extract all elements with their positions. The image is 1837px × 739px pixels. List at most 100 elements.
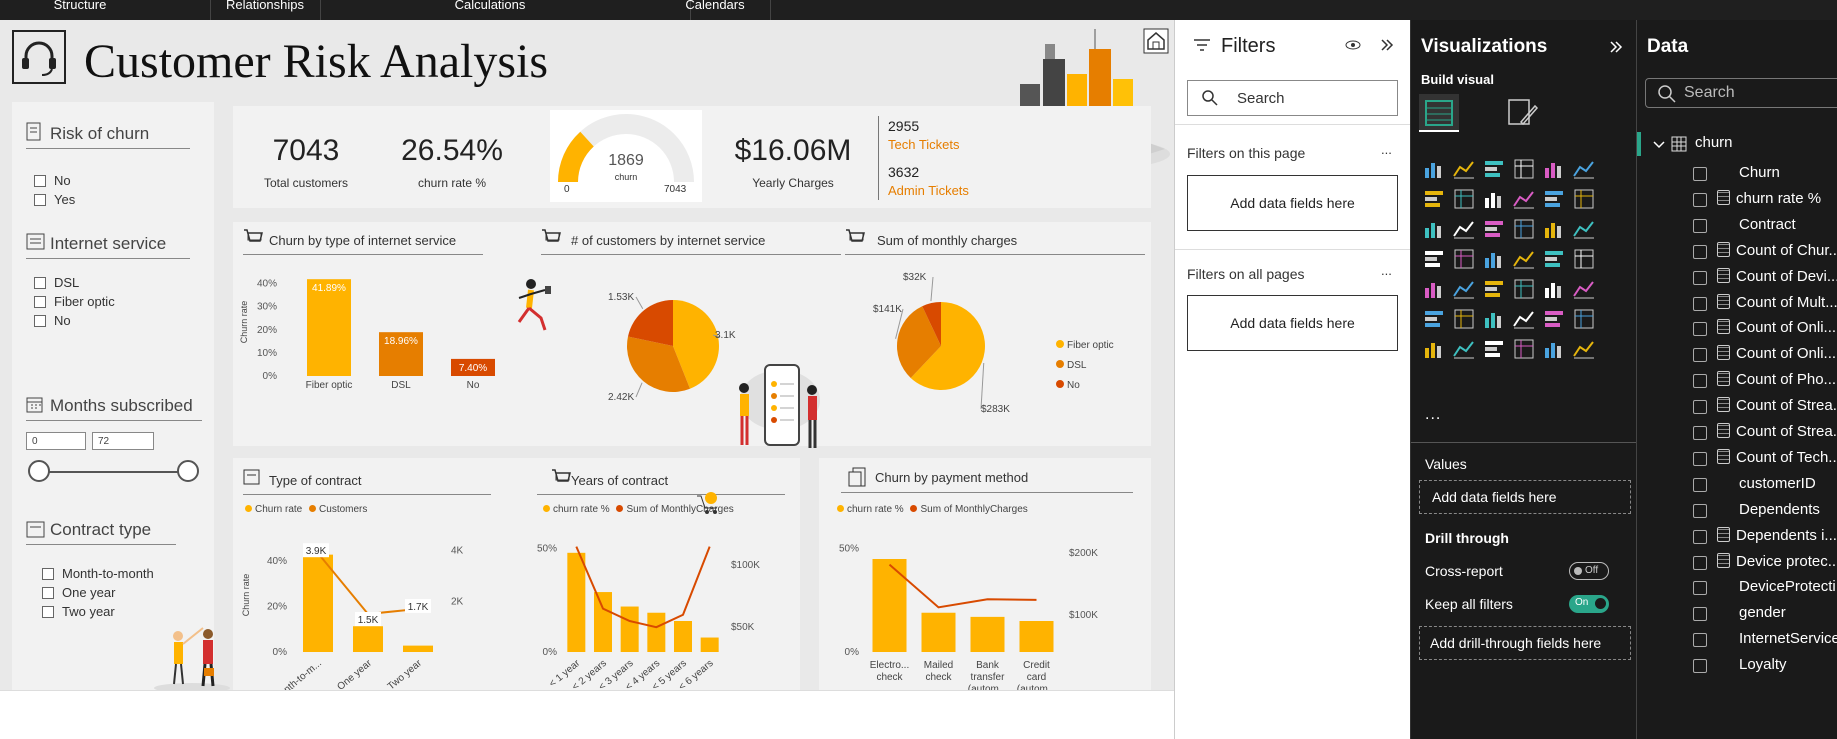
field-checkbox[interactable] (1693, 192, 1707, 207)
field-item[interactable]: Count of Strea... (1717, 397, 1837, 414)
field-checkbox[interactable] (1693, 581, 1707, 596)
field-item[interactable]: churn rate % (1717, 189, 1821, 207)
paginated-icon[interactable] (1513, 311, 1534, 329)
clustered-bar-icon[interactable] (1485, 161, 1503, 177)
field-checkbox[interactable] (1693, 607, 1707, 622)
slicer-contract-two[interactable]: Two year (42, 605, 115, 621)
build-visual-tab[interactable] (1419, 94, 1459, 132)
months-slider-min-handle[interactable] (28, 460, 50, 482)
collapse-icon[interactable] (1380, 38, 1394, 52)
field-checkbox[interactable] (1693, 244, 1707, 259)
visual-icon[interactable] (1573, 341, 1594, 359)
field-checkbox[interactable] (1693, 451, 1707, 466)
slicer-internet-fiber[interactable]: Fiber optic (34, 295, 115, 311)
field-item[interactable]: Count of Strea... (1717, 423, 1837, 440)
stacked-bar-icon[interactable] (1425, 163, 1441, 178)
table-icon[interactable] (1425, 283, 1441, 298)
field-item[interactable]: Device protec... (1717, 552, 1837, 570)
kpi-icon[interactable] (1545, 251, 1563, 267)
more-d-icon[interactable] (1514, 339, 1534, 359)
more-c-icon[interactable] (1485, 341, 1503, 357)
field-checkbox[interactable] (1693, 218, 1707, 233)
eye-icon[interactable] (1345, 38, 1361, 52)
field-checkbox[interactable] (1693, 322, 1707, 337)
chevron-down-icon[interactable] (1653, 140, 1665, 150)
field-checkbox[interactable] (1693, 426, 1707, 440)
field-item[interactable]: DeviceProtecti... (1739, 578, 1837, 595)
gauge-icon[interactable] (1454, 249, 1474, 269)
field-checkbox[interactable] (1693, 400, 1707, 415)
field-item[interactable]: Count of Onli... (1717, 319, 1836, 336)
line-icon[interactable] (1425, 191, 1443, 207)
card-icon[interactable] (1485, 253, 1501, 268)
field-checkbox[interactable] (1693, 348, 1707, 363)
area-icon[interactable] (1454, 189, 1474, 209)
field-checkbox[interactable] (1693, 270, 1707, 285)
field-item[interactable]: Count of Tech... (1717, 448, 1837, 466)
field-checkbox[interactable] (1693, 477, 1707, 492)
100-bar-icon[interactable] (1545, 163, 1561, 178)
field-item[interactable]: Count of Mult... (1717, 293, 1837, 311)
stacked-column-icon[interactable] (1453, 161, 1474, 179)
azure-map-icon[interactable] (1425, 251, 1443, 267)
donut-icon[interactable] (1485, 221, 1503, 237)
power-apps-icon[interactable] (1545, 311, 1563, 327)
field-item[interactable]: gender (1739, 604, 1786, 621)
power-automate-icon[interactable] (1574, 309, 1594, 329)
field-checkbox[interactable] (1693, 633, 1707, 648)
filters-page-drop-zone[interactable]: Add data fields here (1187, 175, 1398, 231)
visual-types-gallery[interactable] (1419, 154, 1629, 404)
stacked-area-icon[interactable] (1485, 193, 1501, 208)
tab-relationships[interactable]: Relationships (225, 0, 305, 12)
slicer-contract-one[interactable]: One year (42, 586, 115, 602)
filters-search-input[interactable]: Search (1187, 80, 1398, 116)
tab-calculations[interactable]: Calculations (454, 0, 526, 12)
slicer-contract-monthly[interactable]: Month-to-month (42, 567, 154, 583)
field-item[interactable]: customerID (1739, 475, 1816, 492)
more-a-icon[interactable] (1425, 343, 1441, 358)
scatter-icon[interactable] (1425, 223, 1441, 238)
values-drop-zone[interactable]: Add data fields here (1419, 480, 1631, 514)
filled-map-icon[interactable] (1573, 221, 1594, 239)
field-checkbox[interactable] (1693, 503, 1707, 518)
field-checkbox[interactable] (1693, 529, 1707, 544)
more-b-icon[interactable] (1453, 341, 1474, 359)
field-item[interactable]: Count of Devi... (1717, 267, 1837, 285)
slicer-internet-dsl[interactable]: DSL (34, 276, 79, 292)
r-visual-icon[interactable] (1485, 281, 1503, 297)
months-max-input[interactable]: 72 (92, 432, 154, 450)
field-checkbox[interactable] (1693, 374, 1707, 389)
ribbon-icon[interactable] (1545, 191, 1563, 207)
field-item[interactable]: Churn (1739, 164, 1780, 181)
slicer-internet-no[interactable]: No (34, 314, 71, 330)
field-checkbox[interactable] (1693, 167, 1707, 181)
field-item[interactable]: Count of Pho... (1717, 371, 1836, 388)
filters-all-pages-more[interactable]: ... (1381, 263, 1392, 278)
smart-narrative-icon[interactable] (1454, 309, 1474, 329)
visual-icon[interactable] (1545, 343, 1561, 358)
pie-icon[interactable] (1453, 221, 1474, 239)
decomposition-tree-icon[interactable] (1573, 281, 1594, 299)
100-column-icon[interactable] (1573, 161, 1594, 179)
slicer-icon[interactable] (1574, 249, 1594, 269)
qa-icon[interactable] (1425, 311, 1443, 327)
field-item[interactable]: Dependents (1739, 501, 1820, 518)
months-slider-max-handle[interactable] (177, 460, 199, 482)
filters-all-drop-zone[interactable]: Add data fields here (1187, 295, 1398, 351)
tab-structure[interactable]: Structure (53, 0, 107, 12)
field-checkbox[interactable] (1693, 555, 1707, 570)
field-item[interactable]: Contract (1739, 216, 1796, 233)
multi-row-card-icon[interactable] (1513, 251, 1534, 269)
keep-filters-toggle[interactable]: On (1569, 595, 1609, 613)
field-item[interactable]: Count of Chur... (1717, 241, 1837, 259)
line-column-icon[interactable] (1513, 191, 1534, 209)
field-item[interactable]: Dependents i... (1717, 526, 1837, 544)
cross-report-toggle[interactable]: Off (1569, 562, 1609, 580)
goals-icon[interactable] (1485, 313, 1501, 328)
field-checkbox[interactable] (1693, 296, 1707, 311)
more-visuals[interactable]: ... (1425, 406, 1442, 423)
key-influencers-icon[interactable] (1545, 283, 1561, 298)
field-checkbox[interactable] (1693, 659, 1707, 674)
home-icon[interactable] (1143, 28, 1169, 54)
field-item[interactable]: Loyalty (1739, 656, 1787, 673)
